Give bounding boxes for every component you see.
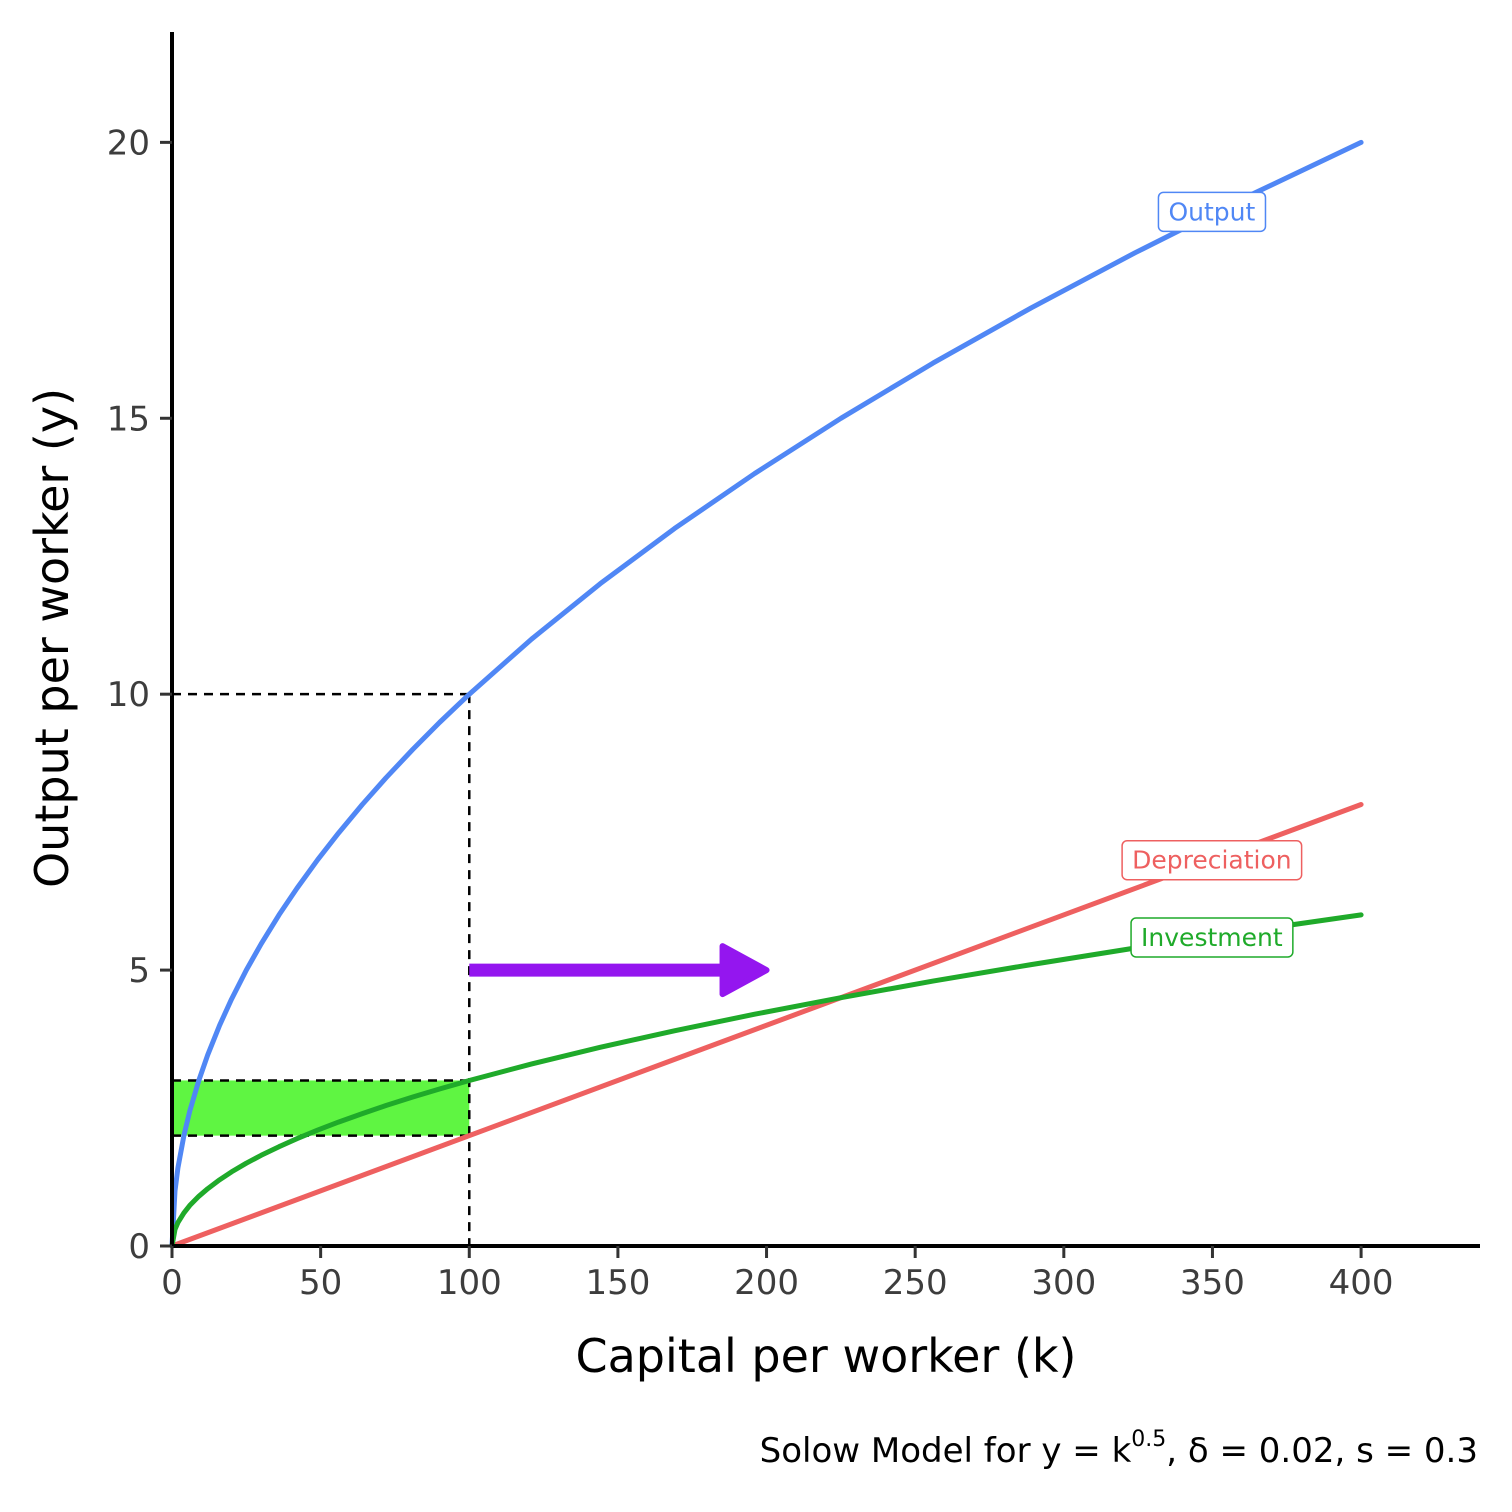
y-tick-label: 5 [128, 951, 150, 991]
x-tick-label: 250 [883, 1263, 948, 1303]
x-tick-label: 150 [585, 1263, 650, 1303]
series-line-output [169, 139, 1364, 1249]
curve-label-box [1157, 191, 1267, 233]
caption-exponent: 0.5 [1131, 1427, 1166, 1452]
curve-label-text: Investment [1141, 923, 1283, 952]
x-tick-label: 50 [299, 1263, 342, 1303]
x-axis-title: Capital per worker (k) [576, 1329, 1077, 1383]
curve-label-text: Depreciation [1132, 846, 1292, 875]
caption-prefix: Solow Model for y = k [760, 1431, 1132, 1471]
curve-label-box [1121, 839, 1303, 881]
y-tick-label: 10 [107, 675, 150, 715]
y-axis-title: Output per worker (y) [25, 388, 79, 888]
model-caption: Solow Model for y = k0.5, δ = 0.02, s = … [760, 1427, 1478, 1471]
curve-labels-layer: Output Depreciation Investment [1121, 191, 1303, 958]
curve-label-box [1130, 917, 1294, 958]
x-tick-label: 350 [1180, 1263, 1245, 1303]
y-tick-label: 20 [107, 123, 150, 163]
x-tick-label: 0 [161, 1263, 183, 1303]
axes-layer: 0 50 100 150 200 250 300 350 400 0 5 10 15 20 [107, 32, 1480, 1303]
x-tick-label: 100 [437, 1263, 502, 1303]
x-tick-label: 300 [1031, 1263, 1096, 1303]
caption-suffix: , δ = 0.02, s = 0.3 [1166, 1431, 1478, 1471]
series-line-investment [169, 912, 1364, 1249]
x-tick-label: 200 [734, 1263, 799, 1303]
y-tick-label: 15 [107, 399, 150, 439]
guide-lines-layer [172, 692, 471, 1246]
x-tick-label: 400 [1329, 1263, 1394, 1303]
curve-label-depreciation: Depreciation [1121, 839, 1303, 881]
curve-label-output: Output [1157, 191, 1267, 233]
arrow-layer [469, 943, 770, 998]
curve-label-text: Output [1168, 197, 1255, 226]
y-tick-label: 0 [128, 1227, 150, 1267]
curve-label-investment: Investment [1130, 917, 1294, 958]
growth-arrow-head [719, 943, 770, 998]
